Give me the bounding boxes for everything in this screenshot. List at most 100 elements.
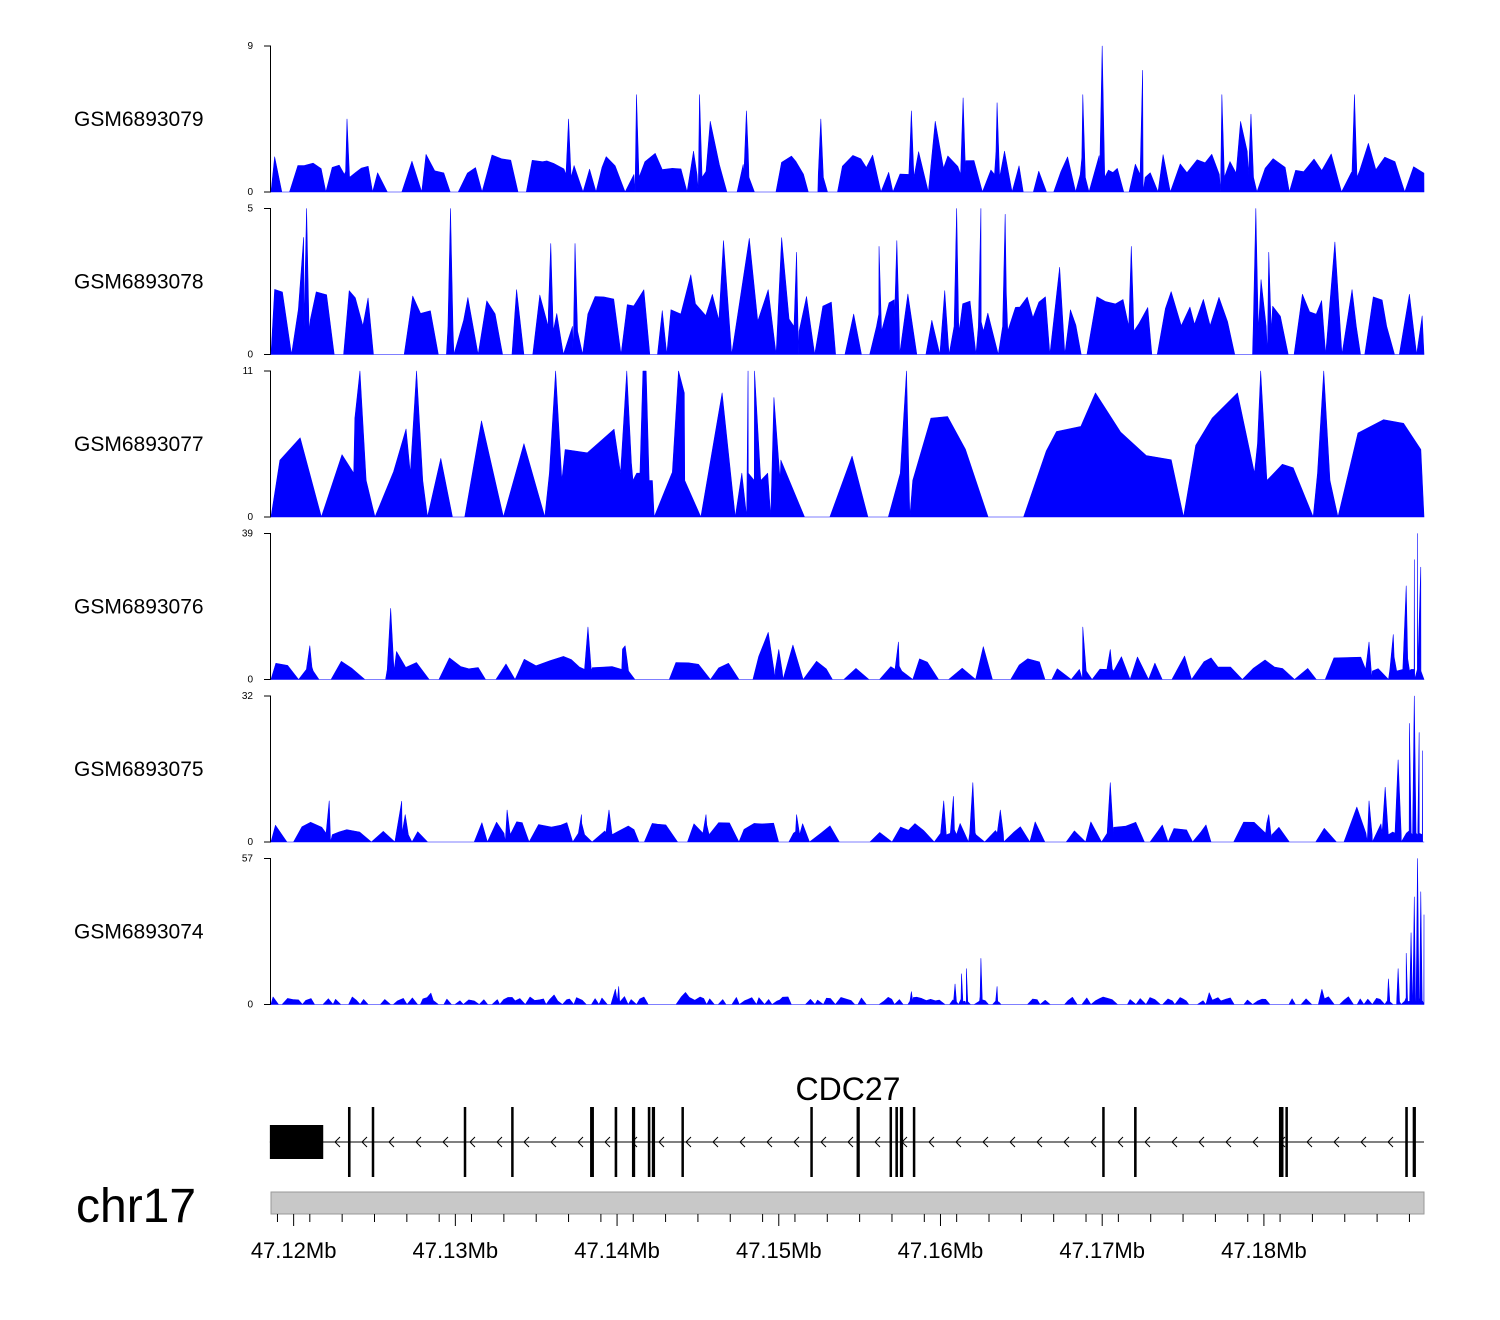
signal-area [270,45,1425,193]
exon [895,1107,898,1177]
exon [856,1107,860,1177]
y-tick-label-min: 0 [247,512,253,523]
track-label: GSM6893075 [74,758,204,781]
strand-chevron [388,1136,395,1148]
exon [511,1107,514,1177]
strand-chevron [685,1136,692,1148]
chromosome-label: chr17 [76,1180,196,1233]
track-GSM6893075: GSM6893075 32 0 [74,691,1425,848]
y-tick-label-min: 0 [247,675,253,686]
exon [1285,1107,1288,1177]
track-label: GSM6893074 [74,921,204,944]
x-tick-label: 47.12Mb [251,1238,337,1263]
x-tick-label: 47.16Mb [898,1238,984,1263]
x-tick-label: 47.14Mb [574,1238,660,1263]
track-GSM6893078: GSM6893078 5 0 [74,204,1425,361]
exon [810,1107,813,1177]
strand-chevron [1117,1136,1124,1148]
track-GSM6893076: GSM6893076 39 0 [74,529,1425,686]
track-GSM6893079: GSM6893079 9 0 [74,41,1425,198]
strand-chevron [550,1136,557,1148]
strand-chevron [469,1136,476,1148]
y-tick-label-min: 0 [247,187,253,198]
exon [631,1107,636,1177]
strand-chevron [1360,1136,1367,1148]
strand-chevron [739,1136,746,1148]
track-GSM6893074: GSM6893074 57 0 [74,854,1425,1011]
track-label: GSM6893079 [74,108,204,131]
strand-chevron [1225,1136,1232,1148]
signal-area [270,370,1425,518]
strand-chevron [820,1136,827,1148]
exon [463,1107,467,1177]
y-tick-label-max: 9 [247,41,253,52]
strand-chevron [793,1136,800,1148]
x-tick-label: 47.13Mb [413,1238,499,1263]
strand-chevron [1144,1136,1151,1148]
strand-chevron [1387,1136,1394,1148]
strand-chevron [847,1136,854,1148]
genome-axis: chr17 47.12Mb 47.13Mb 47.14Mb 47.15Mb 47.16M… [76,1180,1425,1263]
signal-area [270,208,1425,355]
strand-chevron [874,1136,881,1148]
strand-chevron [604,1136,611,1148]
gene-label: CDC27 [796,1071,901,1107]
exon [590,1107,594,1177]
exon [681,1107,684,1177]
strand-chevron [928,1136,935,1148]
exon [912,1107,916,1177]
track-label: GSM6893078 [74,271,204,294]
exon [371,1107,375,1177]
strand-chevron [1090,1136,1097,1148]
strand-chevron [658,1136,665,1148]
strand-chevron [523,1136,530,1148]
strand-chevron [955,1136,962,1148]
y-tick-label-min: 0 [247,350,253,361]
exon [1412,1107,1416,1177]
exon [347,1107,351,1177]
strand-chevron [1198,1136,1205,1148]
strand-chevron [1009,1136,1016,1148]
exon [889,1107,893,1177]
exon [269,1125,324,1159]
exon [647,1107,651,1177]
strand-chevron [415,1136,422,1148]
strand-chevron [712,1136,719,1148]
y-tick-label-max: 57 [242,854,254,865]
y-tick-label-max: 39 [242,529,254,540]
strand-chevron [766,1136,773,1148]
signal-area [270,695,1425,843]
chromosome-ideogram-bar [270,1191,1425,1215]
strand-chevron [1333,1136,1340,1148]
track-GSM6893077: GSM6893077 11 0 [74,366,1425,523]
y-tick-label-min: 0 [247,837,253,848]
exon [614,1107,618,1177]
strand-chevron [334,1136,341,1148]
exon [899,1107,904,1177]
exon [1278,1107,1284,1177]
strand-chevron [1252,1136,1259,1148]
y-tick-label-max: 11 [243,366,254,377]
x-tick-label: 47.17Mb [1059,1238,1145,1263]
y-tick-label-max: 5 [247,204,253,215]
strand-chevron [361,1136,368,1148]
data-tracks: GSM689307990GSM689307850GSM6893077110GSM… [74,41,1425,1011]
strand-chevron [442,1136,449,1148]
exon [1102,1107,1105,1177]
signal-area [270,858,1425,1005]
track-label: GSM6893077 [74,433,204,456]
strand-chevron [1171,1136,1178,1148]
x-tick-label: 47.15Mb [736,1238,822,1263]
strand-chevron [496,1136,503,1148]
y-tick-label-max: 32 [242,691,254,702]
signal-area [270,533,1425,680]
strand-chevron [1036,1136,1043,1148]
strand-chevron [1306,1136,1313,1148]
x-tick-label: 47.18Mb [1221,1238,1307,1263]
strand-chevron [1063,1136,1070,1148]
track-label: GSM6893076 [74,596,204,619]
exon [1134,1107,1137,1177]
exon [1405,1107,1408,1177]
strand-chevron [577,1136,584,1148]
